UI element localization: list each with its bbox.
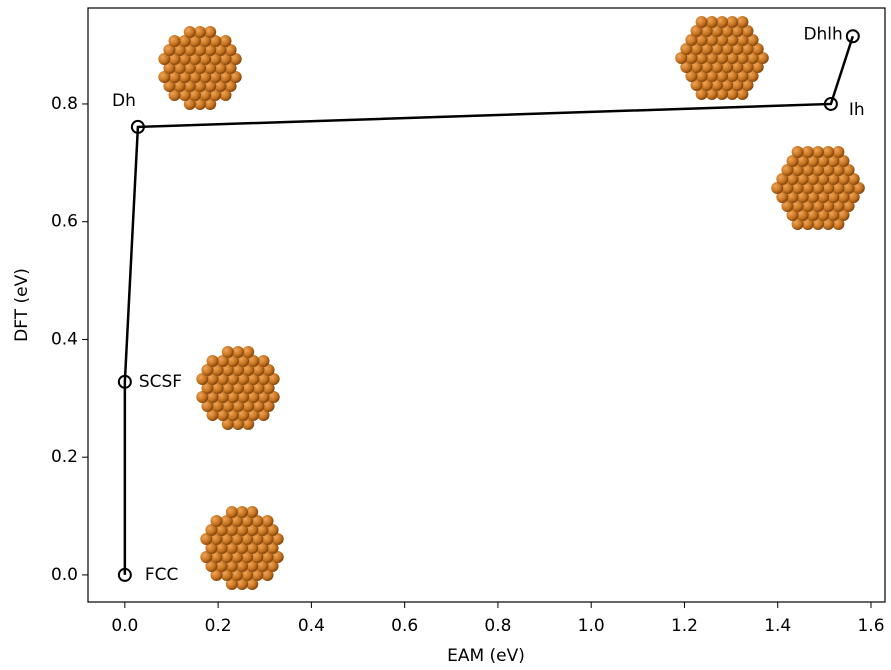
point-label: Ih	[849, 100, 865, 120]
y-axis-label: DFT (eV)	[12, 268, 32, 342]
x-tick-label: 0.4	[298, 616, 325, 636]
x-tick-label: 1.6	[857, 616, 884, 636]
x-tick-label: 0.2	[205, 616, 232, 636]
chart: EAM (eV) DFT (eV) 0.0 0.2 0.4 0.6 0.8 1.0 1.2 1…	[0, 0, 891, 666]
nanoparticle-images	[158, 16, 865, 590]
atom	[207, 355, 219, 367]
x-tick-label: 1.0	[578, 616, 605, 636]
x-tick-label: 0.8	[484, 616, 511, 636]
line	[125, 36, 853, 575]
nanoparticle	[675, 16, 769, 100]
x-tick-label: 0.0	[111, 616, 138, 636]
point-label: Dh	[112, 91, 136, 111]
y-tick-label: 0.6	[51, 212, 78, 232]
y-tick-label: 0.8	[51, 94, 78, 114]
nanoparticle	[158, 26, 241, 110]
y-tick-label: 0.4	[51, 329, 78, 349]
point-label: Dhlh	[803, 24, 842, 44]
atom	[169, 35, 181, 47]
atom	[211, 515, 223, 527]
x-tick-label: 0.6	[391, 616, 418, 636]
x-axis-label: EAM (eV)	[447, 646, 525, 666]
point-label: FCC	[145, 565, 179, 585]
y-tick-label: 0.2	[51, 447, 78, 467]
nanoparticle	[200, 506, 283, 590]
atom	[696, 16, 708, 28]
nanoparticle	[196, 346, 279, 430]
point-label: SCSF	[139, 372, 182, 392]
atom	[184, 26, 196, 38]
x-tick-label: 1.2	[671, 616, 698, 636]
y-tick-label: 0.0	[51, 565, 78, 585]
atom	[226, 506, 238, 518]
atom	[222, 346, 234, 358]
atom	[792, 146, 804, 158]
x-tick-label: 1.4	[764, 616, 791, 636]
nanoparticle	[771, 146, 865, 230]
